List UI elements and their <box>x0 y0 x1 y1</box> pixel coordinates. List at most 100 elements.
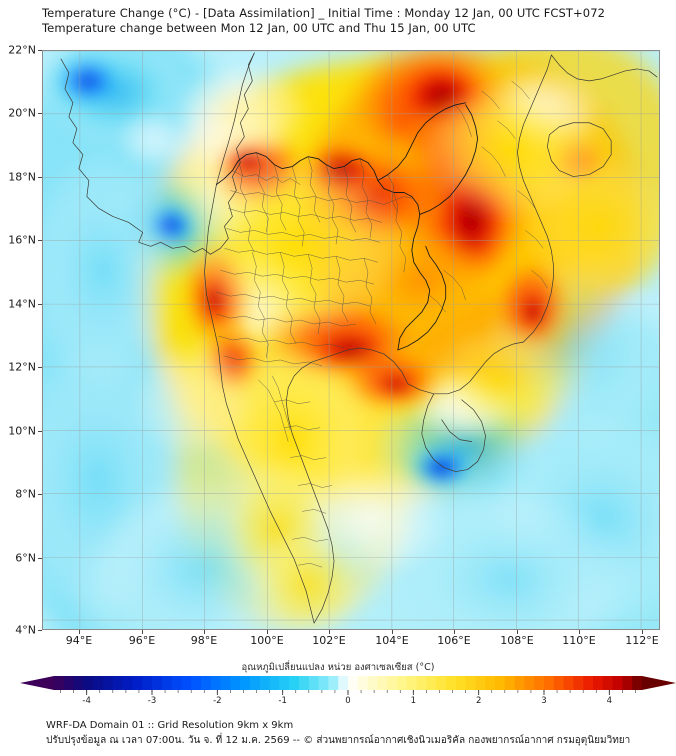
colorbar-segment <box>259 676 271 690</box>
colorbar-segment <box>348 676 359 690</box>
colorbar-segment <box>357 676 369 690</box>
colorbar-segment <box>132 676 143 690</box>
colorbar-segment <box>250 676 261 690</box>
xtick-label-104E: 104°E <box>375 634 409 647</box>
colorbar-ticks <box>60 690 636 695</box>
colorbar-segment <box>93 676 104 690</box>
colorbar-tick-label: -1 <box>278 696 287 706</box>
colorbar-segment <box>622 676 633 690</box>
colorbar-segment <box>602 676 614 690</box>
colorbar-segment <box>299 676 310 690</box>
colorbar-right-extend <box>642 676 676 690</box>
colorbar-tick-label: 4 <box>606 696 613 706</box>
colorbar-segment <box>152 676 163 690</box>
ytick-label-6N: 6°N <box>15 551 36 565</box>
colorbar-tick-label: 2 <box>475 696 482 706</box>
colorbar-segment <box>220 676 231 690</box>
colorbar-segment <box>83 676 94 690</box>
colorbar-segment <box>142 676 153 690</box>
colorbar-segment <box>465 676 476 690</box>
colorbar-segment <box>171 676 182 690</box>
colorbar-segment <box>161 676 173 690</box>
colorbar-segment <box>426 676 437 690</box>
colorbar-segment <box>122 676 133 690</box>
colorbar-segment <box>583 676 594 690</box>
colorbar-segment <box>387 676 398 690</box>
colorbar-tick-label: 1 <box>410 696 417 706</box>
colorbar-segment <box>455 676 467 690</box>
province-boundary-paths <box>216 80 548 568</box>
map-plot-area[interactable] <box>42 50 660 630</box>
ytick-label-8N: 8°N <box>15 487 36 501</box>
colorbar-segment <box>103 676 114 690</box>
colorbar-segment <box>230 676 241 690</box>
colorbar-segment <box>289 676 300 690</box>
xtick-label-112E: 112°E <box>625 634 659 647</box>
ytick-label-16N: 16°N <box>8 233 36 247</box>
colorbar-segment <box>308 676 320 690</box>
colorbar-tick-label: 0 <box>345 696 351 706</box>
warm-anomaly-blobs <box>132 51 659 629</box>
page-subtitle: Temperature change between Mon 12 Jan, 0… <box>42 21 476 35</box>
colorbar-segment <box>279 676 290 690</box>
colorbar-svg <box>20 676 676 695</box>
xtick-label-102E: 102°E <box>312 634 346 647</box>
colorbar-segment <box>416 676 427 690</box>
colorbar-segment <box>612 676 623 690</box>
coastline-paths <box>60 52 658 624</box>
colorbar-segment <box>495 676 506 690</box>
colorbar: อุณหภูมิเปลี่ยนแปลง หน่วย องศาเซลเซียส (… <box>0 660 676 710</box>
ytick-label-10N: 10°N <box>8 424 36 438</box>
colorbar-segment <box>485 676 496 690</box>
colorbar-segment <box>397 676 408 690</box>
colorbar-left-extend <box>20 676 54 690</box>
colorbar-segment <box>328 676 339 690</box>
ytick-label-14N: 14°N <box>8 297 36 311</box>
colorbar-segment <box>63 676 75 690</box>
colorbar-segment <box>436 676 447 690</box>
xtick-label-96E: 96°E <box>128 634 156 647</box>
footer-credit-thai: ปรับปรุงข้อมูล ณ เวลา 07:00น. วัน จ. ที่… <box>46 735 631 746</box>
colorbar-segment <box>475 676 486 690</box>
colorbar-segment <box>73 676 84 690</box>
colorbar-segment <box>191 676 202 690</box>
xtick-label-110E: 110°E <box>562 634 596 647</box>
chart-title-block: Temperature Change (°C) - [Data Assimila… <box>42 6 662 36</box>
xtick-label-106E: 106°E <box>437 634 471 647</box>
page-title: Temperature Change (°C) - [Data Assimila… <box>42 6 606 20</box>
xtick-label-98E: 98°E <box>190 634 218 647</box>
colorbar-segment <box>504 676 516 690</box>
map-gridlines <box>43 51 659 629</box>
colorbar-segment <box>367 676 378 690</box>
colorbar-segment <box>563 676 574 690</box>
colorbar-segment <box>406 676 418 690</box>
xtick-label-108E: 108°E <box>500 634 534 647</box>
temperature-field-svg <box>43 51 659 629</box>
colorbar-segment <box>553 676 565 690</box>
colorbar-segment <box>210 676 222 690</box>
colorbar-tick-label: -3 <box>147 696 157 706</box>
colorbar-segment <box>446 676 457 690</box>
colorbar-segment <box>54 676 65 690</box>
colorbar-segment <box>240 676 251 690</box>
xtick-label-94E: 94°E <box>65 634 93 647</box>
ytick-label-12N: 12°N <box>8 360 36 374</box>
colorbar-segment <box>514 676 525 690</box>
colorbar-tick-label: -4 <box>82 696 91 706</box>
ytick-label-18N: 18°N <box>8 170 36 184</box>
colorbar-segment <box>318 676 329 690</box>
ytick-label-22N: 22°N <box>8 43 36 57</box>
ytick-label-4N: 4°N <box>15 623 36 637</box>
colorbar-segment <box>573 676 584 690</box>
colorbar-segment <box>181 676 192 690</box>
colorbar-tick-label: -2 <box>213 696 222 706</box>
colorbar-segment <box>534 676 545 690</box>
colorbar-segment <box>269 676 280 690</box>
colorbar-segment <box>524 676 535 690</box>
colorbar-segment <box>544 676 555 690</box>
colorbar-title: อุณหภูมิเปลี่ยนแปลง หน่วย องศาเซลเซียส (… <box>241 662 435 673</box>
colorbar-segment <box>593 676 604 690</box>
colorbar-segment <box>201 676 212 690</box>
colorbar-tick-label: 3 <box>541 696 547 706</box>
